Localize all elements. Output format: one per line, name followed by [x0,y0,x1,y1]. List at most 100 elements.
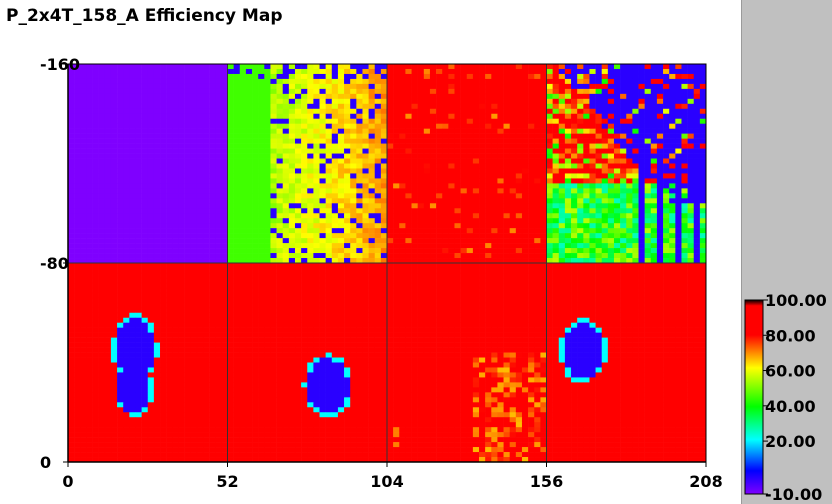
heatmap-cell [86,113,93,120]
heatmap-cell [92,357,99,363]
heatmap-cell [325,243,333,249]
heatmap-cell [601,138,609,144]
heatmap-cell [669,153,676,159]
heatmap-cell [675,208,682,214]
heatmap-cell [577,64,584,70]
heatmap-cell [577,228,584,234]
heatmap-cell [221,292,228,299]
heatmap-cell [387,138,394,144]
heatmap-cell [264,228,271,234]
heatmap-cell [209,64,216,70]
heatmap-cell [601,238,609,244]
heatmap-cell [252,118,259,124]
heatmap-cell [607,178,615,184]
heatmap-cell [209,198,216,204]
heatmap-cell [429,178,437,184]
heatmap-cell [178,183,185,189]
heatmap-cell [227,78,234,85]
heatmap-cell [110,263,118,269]
heatmap-cell [362,203,369,209]
heatmap-cell [190,108,198,115]
heatmap-cell [626,233,633,239]
heatmap-cell [147,387,155,393]
heatmap-cell [202,302,210,309]
heatmap-cell [613,233,621,239]
heatmap-cell [209,208,216,214]
heatmap-cell [663,178,670,184]
heatmap-cell [675,68,682,75]
heatmap-cell [178,382,185,388]
heatmap-cell [104,377,112,383]
heatmap-cell [472,193,480,199]
heatmap-cell [239,158,247,164]
heatmap-cell [307,238,314,244]
heatmap-cell [153,362,161,368]
heatmap-cell [147,198,155,204]
heatmap-cell [675,253,682,259]
heatmap-cell [681,243,688,249]
heatmap-cell [233,133,241,139]
heatmap-cell [270,88,277,95]
heatmap-cell [638,128,645,134]
heatmap-cell [589,243,596,249]
heatmap-cell [405,253,412,259]
heatmap-cell [196,407,204,413]
heatmap-cell [123,173,130,179]
heatmap-cell [650,248,658,254]
heatmap-cell [350,238,357,244]
heatmap-cell [92,287,99,294]
heatmap-cell [123,88,130,95]
heatmap-cell [245,223,253,229]
heatmap-cell [528,253,535,259]
heatmap-cell [68,357,75,363]
heatmap-cell [503,93,510,100]
heatmap-cell [521,243,529,249]
heatmap-cell [393,183,400,189]
heatmap-cell [417,223,425,229]
heatmap-cell [650,88,658,95]
heatmap-cell [239,168,247,174]
heatmap-cell [264,73,271,80]
heatmap-cell [110,68,118,75]
heatmap-cell [675,223,682,229]
heatmap-cell [337,163,345,169]
heatmap-cell [528,238,535,244]
heatmap-cell [68,297,75,304]
heatmap-cell [270,78,277,85]
heatmap-cell [74,78,81,85]
heatmap-cell [620,98,627,105]
heatmap-cell [92,193,99,199]
heatmap-cell [184,287,191,294]
heatmap-cell [135,263,142,269]
heatmap-cell [307,173,314,179]
heatmap-cell [436,208,443,214]
heatmap-cell [172,93,179,100]
heatmap-cell [282,188,290,194]
heatmap-cell [110,407,118,413]
heatmap-cell [282,238,290,244]
heatmap-cell [117,228,124,234]
heatmap-cell [387,208,394,214]
heatmap-cell [448,203,455,209]
heatmap-cell [233,248,241,254]
heatmap-cell [135,292,142,299]
heatmap-cell [472,213,480,219]
heatmap-cell [448,158,455,164]
heatmap-cell [380,88,388,95]
heatmap-cell [387,153,394,159]
heatmap-cell [521,233,529,239]
heatmap-cell [669,78,676,85]
heatmap-cell [368,258,376,264]
heatmap-cell [166,277,173,284]
heatmap-cell [172,407,179,413]
heatmap-cell [215,253,222,259]
heatmap-cell [190,258,198,264]
heatmap-cell [693,108,701,115]
heatmap-cell [436,143,443,149]
heatmap-cell [264,148,271,154]
heatmap-cell [540,203,547,209]
heatmap-cell [252,198,259,204]
heatmap-cell [429,233,437,239]
heatmap-cell [497,253,504,259]
heatmap-cell [209,138,216,144]
